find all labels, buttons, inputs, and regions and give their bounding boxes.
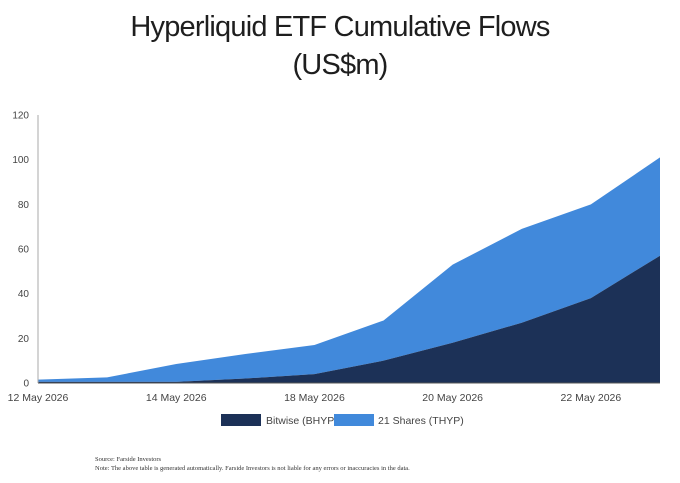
legend-label: Bitwise (BHYP)	[266, 415, 338, 427]
x-tick-label: 18 May 2026	[284, 392, 345, 404]
y-tick-label: 0	[23, 379, 29, 390]
legend-swatch	[221, 414, 261, 426]
chart-title-line2: (US$m)	[292, 49, 388, 81]
x-tick-label: 22 May 2026	[561, 392, 622, 404]
y-tick-label: 60	[18, 245, 30, 256]
y-tick-label: 120	[12, 111, 29, 122]
y-tick-label: 40	[18, 289, 30, 300]
x-tick-label: 20 May 2026	[422, 392, 483, 404]
legend-swatch	[334, 414, 374, 426]
legend: Bitwise (BHYP) 21 Shares (THYP)	[221, 414, 464, 427]
y-tick-label: 80	[18, 200, 30, 211]
x-tick-label: 12 May 2026	[8, 392, 69, 404]
y-tick-labels: 0 20 40 60 80 100 120	[12, 111, 29, 390]
chart-title: Hyperliquid ETF Cumulative Flows (US$m)	[0, 8, 680, 84]
x-tick-labels: 12 May 2026 14 May 2026 18 May 2026 20 May …	[8, 392, 622, 404]
y-tick-label: 20	[18, 334, 30, 345]
area-bitwise-bhyp	[38, 255, 660, 383]
source-text: Source: Farside Investors	[95, 456, 162, 463]
legend-label: 21 Shares (THYP)	[378, 415, 464, 427]
area-series-layer	[38, 157, 660, 383]
chart-title-line1: Hyperliquid ETF Cumulative Flows	[130, 11, 550, 43]
area-21-shares-thyp	[38, 157, 660, 382]
y-tick-label: 100	[12, 155, 29, 166]
disclaimer-text: Note: The above table is generated autom…	[95, 465, 410, 472]
x-tick-label: 14 May 2026	[146, 392, 207, 404]
source-note: Source: Farside Investors Note: The abov…	[95, 455, 410, 473]
